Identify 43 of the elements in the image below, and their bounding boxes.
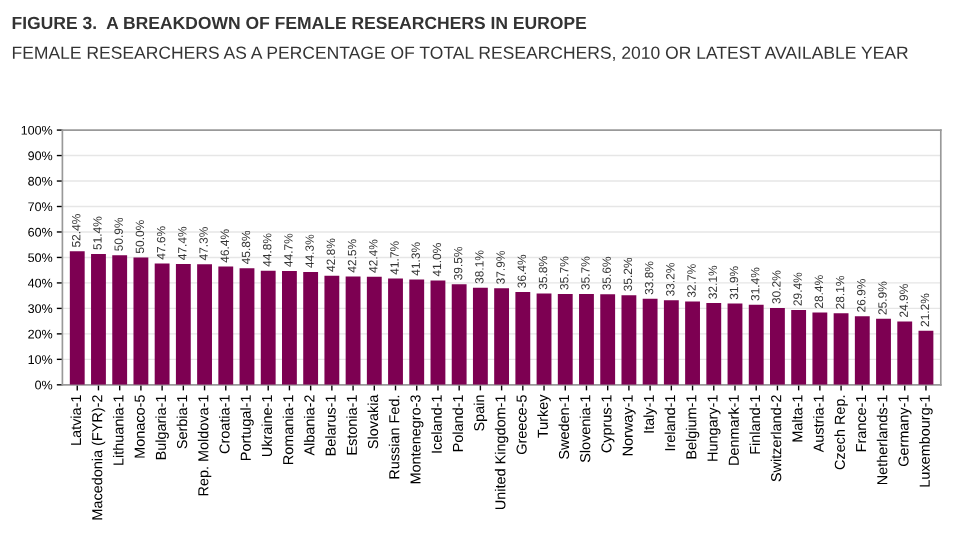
chart-title: FIGURE 3. A BREAKDOWN OF FEMALE RESEARCHERS IN EUROPE	[12, 16, 587, 30]
bar	[303, 271, 319, 385]
bar	[897, 321, 913, 385]
bar	[854, 316, 870, 385]
bar	[770, 307, 785, 385]
bar	[69, 251, 85, 385]
bar	[197, 264, 212, 385]
bar	[642, 298, 658, 385]
bar	[409, 279, 425, 385]
bar	[791, 309, 807, 385]
bar	[833, 313, 849, 385]
bar	[663, 300, 679, 385]
bar	[515, 292, 531, 385]
bar	[282, 270, 297, 385]
bar	[600, 294, 616, 385]
bar	[91, 253, 106, 385]
bar	[154, 263, 170, 385]
bar	[706, 303, 722, 385]
bar	[324, 275, 340, 385]
bar	[536, 293, 552, 385]
bar	[239, 268, 255, 385]
bar	[727, 303, 743, 385]
bar	[918, 330, 934, 385]
bar	[451, 284, 467, 385]
bar	[621, 295, 637, 385]
bar	[685, 301, 700, 385]
bar	[876, 318, 891, 385]
bar	[557, 293, 573, 385]
bar	[133, 257, 149, 385]
bar	[579, 293, 594, 385]
bar	[366, 276, 382, 385]
bar	[345, 276, 361, 385]
bar	[388, 278, 403, 385]
bar	[112, 255, 128, 385]
bar	[260, 270, 276, 385]
bar	[812, 312, 828, 385]
bar	[430, 280, 446, 385]
bar	[748, 304, 764, 385]
bar	[175, 264, 191, 385]
bar	[218, 266, 234, 385]
bar	[472, 287, 488, 385]
chart-subtitle: FEMALE RESEARCHERS AS A PERCENTAGE OF TOTAL RESEARCHERS, 2010 OR LATEST AVAILABLE YEAR	[12, 46, 908, 61]
bar	[494, 288, 510, 385]
